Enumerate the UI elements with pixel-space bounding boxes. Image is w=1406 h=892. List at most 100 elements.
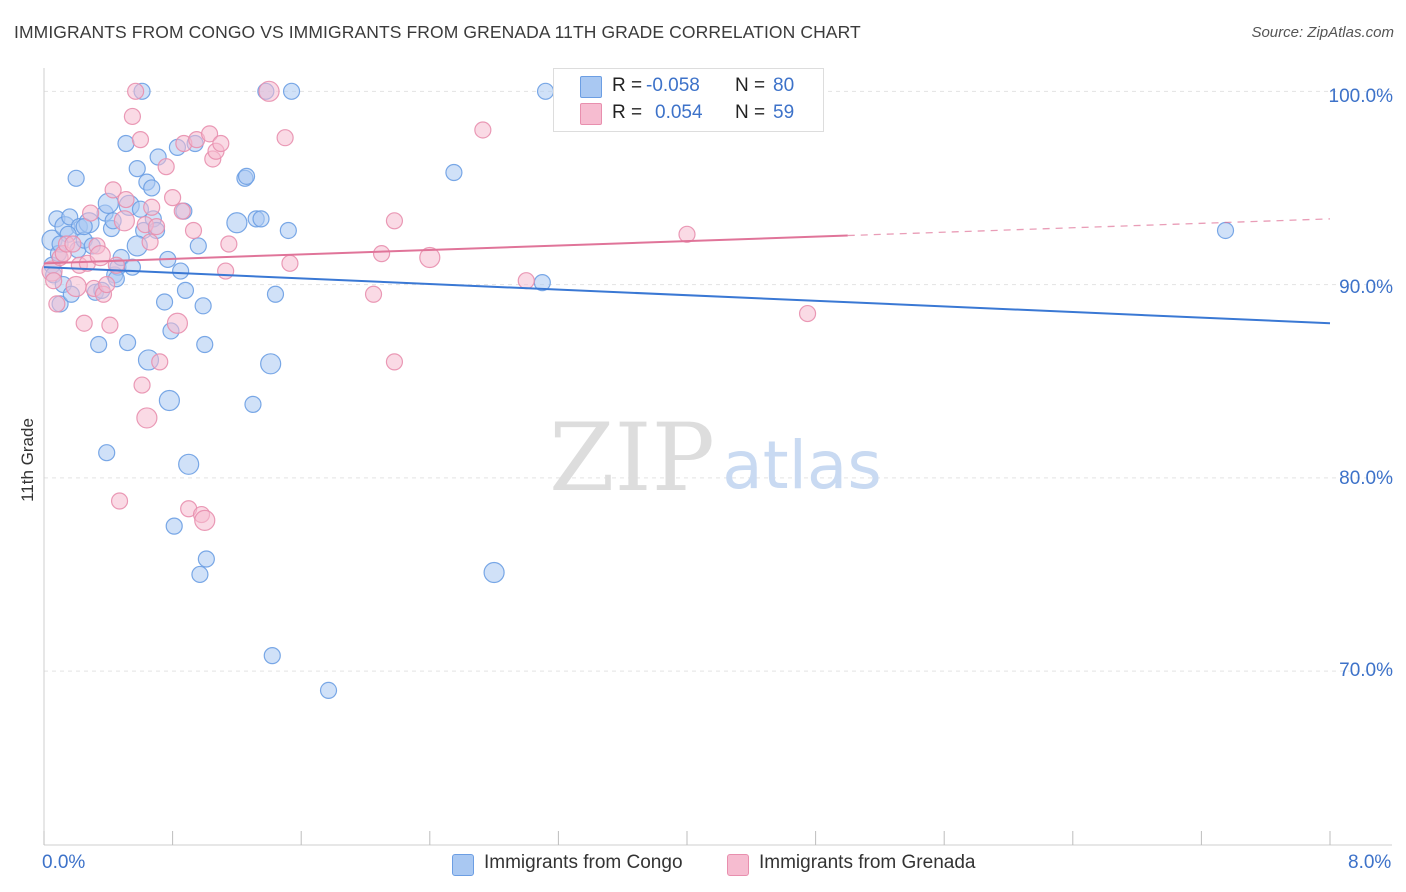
grenada-point [82,204,100,222]
congo-point [319,681,338,700]
legend-r-label: R = [612,102,643,123]
congo-point [266,285,285,303]
x-tick-label-max: 8.0% [1348,852,1392,873]
grenada-point [194,509,216,531]
legend-n-label: N = [735,75,766,96]
grenada-point [151,353,169,371]
grenada-point [45,272,63,290]
congo-point [252,210,270,228]
y-tick-label-70: 70.0% [1339,660,1393,681]
grenada-point [117,190,135,209]
congo-point [189,237,207,255]
y-tick-label-100: 100.0% [1328,86,1393,107]
congo-point [483,561,505,584]
bottom-legend-swatch-grenada [727,854,749,876]
grenada-point [217,262,235,280]
legend-n-value-grenada: 59 [773,102,795,123]
source-label: Source: ZipAtlas.com [1251,24,1394,41]
congo-point [158,389,180,412]
congo-trend-line [43,266,1331,325]
grenada-point [104,181,122,199]
grenada-point [474,121,492,139]
grenada-point [147,218,166,236]
legend-swatch-congo [580,76,602,98]
congo-point [194,297,212,315]
congo-point [123,258,142,276]
congo-point [90,335,108,354]
congo-point [197,550,215,568]
y-tick-label-90: 90.0% [1339,277,1393,298]
grenada-point [258,80,280,102]
congo-point [143,179,161,197]
legend-n-value-congo: 80 [773,75,795,96]
grenada-point [372,245,391,263]
grenada-point [157,158,175,176]
legend-swatch-grenada [580,103,602,125]
grenada-point [98,275,116,294]
y-tick-label-80: 80.0% [1339,468,1393,489]
congo-point [98,444,116,462]
legend-r-value-congo: -0.058 [646,75,700,96]
grenada-point [419,246,441,269]
congo-point [263,647,281,665]
grenada-point [164,189,182,207]
congo-point [282,82,301,100]
grenada-point [65,275,87,298]
grenada-trend-line [43,234,848,265]
grenada-point [64,235,82,253]
grenada-point [364,285,383,303]
congo-point [172,262,190,280]
grenada-point [678,225,696,243]
bottom-legend-label-congo: Immigrants from Congo [484,852,683,873]
grenada-point [220,235,238,253]
congo-point [445,163,463,182]
chart-title: IMMIGRANTS FROM CONGO VS IMMIGRANTS FROM… [14,22,861,42]
grenada-point [75,314,93,332]
congo-point [176,281,195,299]
grenada-point [131,131,150,149]
grenada-point [143,198,161,216]
congo-point [117,134,135,153]
grenada-point [517,272,535,290]
grenada-point [385,353,404,371]
congo-point [155,293,174,311]
grenada-point [113,210,135,232]
grenada-point [133,376,151,394]
trend-lines [43,218,1331,325]
grenada-point [166,312,189,334]
series-congo-points [41,82,1235,700]
watermark: ZIP atlas [549,404,882,513]
legend-r-value-grenada: 0.054 [655,102,703,123]
congo-point [1216,221,1235,240]
bottom-legend-swatch-congo [452,854,474,876]
congo-point [279,221,297,240]
grenada-point [212,134,230,153]
grenada-point [173,202,191,220]
legend-r-label: R = [612,75,643,96]
grenada-point [200,125,219,143]
grenada-point [101,316,119,334]
grenada-point [123,107,142,126]
series-grenada-points [41,80,817,531]
bottom-legend-label-grenada: Immigrants from Grenada [759,852,976,873]
grenada-point [798,304,817,323]
grenada-point [276,129,294,147]
congo-point [165,517,183,535]
congo-point [260,353,282,375]
grenada-point [110,492,129,510]
x-tick-label-min: 0.0% [42,852,86,873]
grenada-point [184,221,203,240]
congo-point [178,453,200,475]
stats-legend: R = -0.058 N = 80 R = 0.054 N = 59 [553,68,824,132]
congo-point [191,565,209,584]
axes [43,68,1392,846]
congo-point [196,335,214,354]
grenada-trend-line-dashed [847,218,1331,237]
legend-n-label: N = [735,102,766,123]
congo-point [67,169,85,187]
watermark-atlas: atlas [722,427,882,504]
grenada-point [141,233,159,251]
congo-point [536,82,555,100]
grenada-point [385,212,404,230]
